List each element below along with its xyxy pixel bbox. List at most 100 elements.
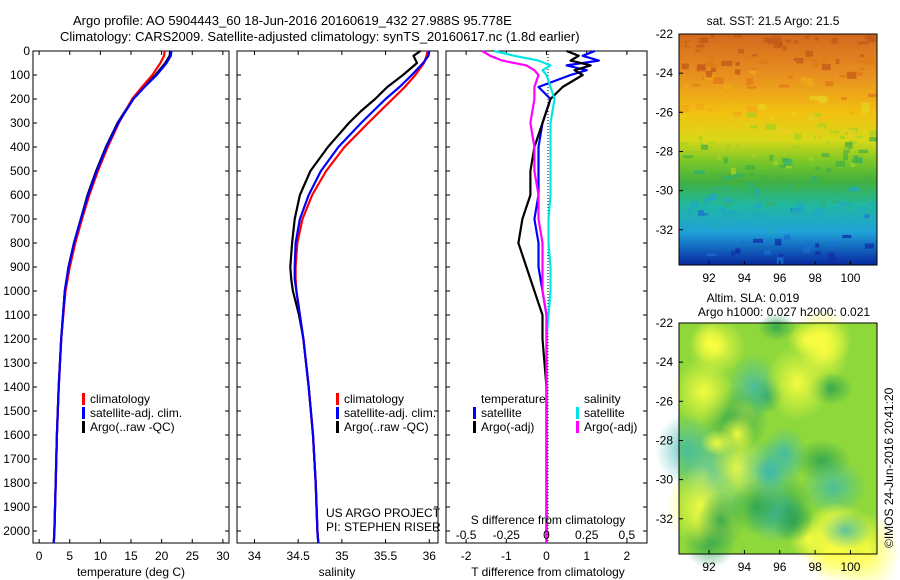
sst-pixel bbox=[839, 202, 848, 206]
y-tick-label: -30 bbox=[656, 473, 674, 487]
sst-pixel bbox=[779, 253, 784, 257]
sst-pixel bbox=[821, 153, 830, 158]
sst-pixel bbox=[710, 67, 717, 72]
sst-pixel bbox=[760, 174, 767, 178]
sst-pixel bbox=[723, 157, 728, 164]
y-tick-label: 800 bbox=[10, 236, 30, 250]
sst-pixel bbox=[712, 45, 724, 48]
sst-pixel bbox=[776, 257, 784, 264]
sst-pixel bbox=[827, 252, 835, 259]
sst-pixel bbox=[707, 146, 712, 153]
x-tick-label: 36 bbox=[423, 549, 437, 563]
sst-pixel bbox=[698, 136, 703, 141]
sst-pixel bbox=[843, 153, 848, 160]
sst-pixel bbox=[861, 102, 870, 109]
sst-pixel bbox=[704, 197, 716, 201]
y-tick-label: 2000 bbox=[3, 524, 30, 538]
y-tick-label: 1500 bbox=[3, 404, 30, 418]
sst-pixel bbox=[708, 193, 717, 201]
sst-pixel bbox=[723, 221, 727, 225]
pi-annotation: PI: STEPHEN RISER bbox=[326, 520, 441, 534]
sst-pixel bbox=[861, 108, 869, 114]
temperature-y-ticks: 0 100 200 300 400 500 600 700 800 900 1000 1100 1200… bbox=[3, 44, 229, 538]
sst-pixel bbox=[735, 248, 739, 253]
sst-pixel bbox=[773, 160, 779, 165]
sla-blob bbox=[773, 500, 814, 543]
sst-pixel bbox=[767, 229, 775, 234]
sst-pixel bbox=[753, 238, 764, 243]
y-tick-label: 300 bbox=[10, 116, 30, 130]
sst-pixel bbox=[855, 71, 863, 76]
temperature-x-ticks: 0 5 10 15 20 25 30 bbox=[36, 51, 230, 563]
sst-pixel bbox=[801, 76, 806, 84]
sst-pixel bbox=[749, 70, 756, 75]
sst-pixel bbox=[828, 241, 838, 246]
sla-x-ticks: 92 94 96 98 100 bbox=[702, 550, 861, 574]
salinity-axes-frame bbox=[236, 50, 439, 544]
sst-pixel bbox=[867, 93, 878, 98]
sla-blob bbox=[801, 458, 866, 516]
y-tick-label: -28 bbox=[656, 144, 674, 158]
sst-pixel bbox=[697, 64, 706, 71]
sst-pixel bbox=[748, 172, 755, 176]
sst-pixel bbox=[863, 57, 874, 65]
series-line-satellite-adj-clim- bbox=[293, 50, 431, 544]
sst-pixel bbox=[792, 207, 802, 214]
y-tick-label: -32 bbox=[656, 512, 674, 526]
sst-pixel bbox=[695, 103, 705, 110]
sst-pixel bbox=[750, 191, 757, 194]
sst-pixel bbox=[819, 58, 829, 62]
sst-pixel bbox=[679, 105, 689, 113]
sst-pixel bbox=[835, 59, 840, 65]
sst-pixel bbox=[797, 203, 805, 210]
sla-map-panel: Altim. SLA: 0.019 Argo h1000: 0.027 h200… bbox=[655, 291, 900, 580]
sst-pixel bbox=[772, 137, 781, 141]
sst-pixel bbox=[771, 218, 776, 225]
legend-swatch-t-argo bbox=[473, 421, 476, 433]
sst-pixel bbox=[818, 95, 825, 103]
sst-pixel bbox=[723, 175, 734, 180]
legend-s-satellite: satellite bbox=[584, 406, 625, 420]
sst-pixel bbox=[830, 194, 839, 197]
sst-pixel bbox=[853, 215, 860, 218]
sst-pixel bbox=[807, 80, 814, 87]
x-tick-label: 30 bbox=[216, 549, 230, 563]
sst-pixel bbox=[738, 48, 745, 54]
sst-pixel bbox=[707, 253, 717, 257]
sst-pixel bbox=[860, 215, 865, 219]
sla-blob bbox=[692, 321, 727, 364]
y-tick-label: 1900 bbox=[3, 500, 30, 514]
sst-pixel bbox=[802, 246, 811, 253]
sst-pixel bbox=[745, 165, 755, 170]
legend-argo: Argo(..raw -QC) bbox=[344, 420, 429, 434]
sst-pixel bbox=[821, 63, 831, 71]
sst-pixel bbox=[796, 60, 804, 64]
sst-pixel bbox=[747, 125, 758, 129]
sst-pixel bbox=[824, 181, 830, 186]
sla-blob bbox=[757, 313, 796, 341]
sst-pixel bbox=[727, 210, 736, 215]
sst-pixel bbox=[783, 234, 791, 240]
sst-pixel bbox=[815, 208, 824, 212]
sst-texture bbox=[679, 34, 878, 264]
sst-pixel bbox=[722, 210, 727, 216]
sst-pixel bbox=[814, 167, 821, 170]
sst-map-title: sat. SST: 21.5 Argo: 21.5 bbox=[707, 14, 840, 28]
sst-pixel bbox=[815, 132, 820, 139]
sst-pixel bbox=[814, 37, 819, 41]
sst-pixel bbox=[793, 145, 801, 151]
sst-pixel bbox=[731, 167, 736, 175]
y-tick-label: 900 bbox=[10, 260, 30, 274]
x-tick-label: 5 bbox=[66, 549, 73, 563]
sla-map-frame bbox=[678, 322, 878, 555]
difference-y-ticks bbox=[446, 50, 647, 532]
sst-pixel bbox=[695, 47, 706, 51]
sst-pixel bbox=[809, 95, 819, 101]
sst-pixel bbox=[838, 147, 849, 151]
sla-blob bbox=[673, 357, 734, 427]
y-tick-label: 1700 bbox=[3, 452, 30, 466]
sst-pixel bbox=[723, 201, 734, 207]
y-tick-label: 200 bbox=[10, 92, 30, 106]
series-line-argo-raw-qc- bbox=[289, 50, 422, 544]
sst-pixel bbox=[746, 78, 754, 85]
